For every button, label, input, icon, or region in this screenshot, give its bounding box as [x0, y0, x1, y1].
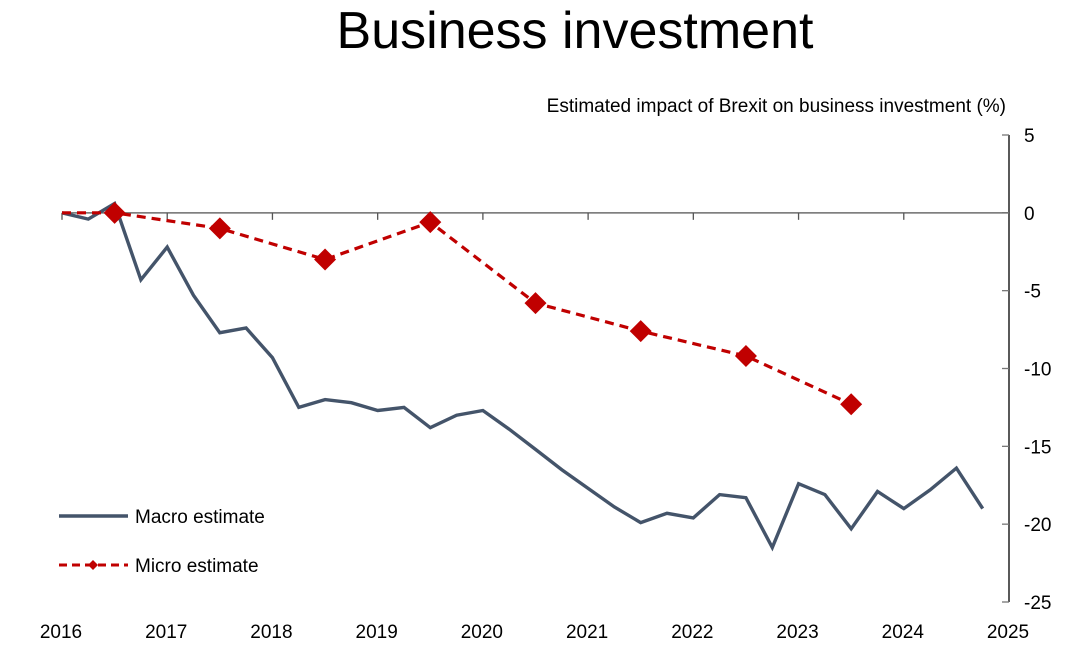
x-tick-label: 2018 [250, 622, 292, 643]
data-point-marker [840, 393, 863, 416]
x-tick-label: 2019 [356, 622, 398, 643]
series-line [61, 200, 985, 552]
y-tick-label: -20 [1024, 515, 1051, 536]
x-tick-label: 2021 [566, 622, 608, 643]
x-tick-label: 2023 [776, 622, 818, 643]
y-tick-label: 0 [1024, 204, 1035, 225]
data-point-marker [103, 201, 126, 224]
y-tick-label: -25 [1024, 593, 1051, 614]
data-point-marker [314, 248, 337, 271]
y-tick-label: -5 [1024, 282, 1041, 303]
legend-swatch-marker [88, 560, 98, 570]
series-line [62, 211, 852, 406]
legend-item[interactable]: Micro estimate [59, 556, 259, 577]
chart-title: Business investment [336, 2, 814, 60]
legend: Macro estimate Micro estimate [59, 507, 265, 577]
data-point-marker [629, 320, 652, 343]
x-tick-label: 2025 [987, 622, 1029, 643]
axes: 5 0 -5 -10 -15 -20 -25 2016 2017 2018 2019 2020 2021… [40, 126, 1052, 643]
y-tick-label: -10 [1024, 360, 1051, 381]
legend-item[interactable]: Macro estimate [59, 507, 265, 528]
x-tick-label: 2022 [671, 622, 713, 643]
x-tick-label: 2024 [882, 622, 925, 643]
data-point-marker [419, 211, 442, 234]
series-micro-estimate [62, 201, 863, 416]
y-tick-label: -15 [1024, 437, 1051, 458]
y-tick-label: 5 [1024, 126, 1035, 147]
x-tick-label: 2017 [145, 622, 187, 643]
data-point-marker [524, 292, 547, 315]
x-tick-label: 2020 [461, 622, 503, 643]
y-axis-label: Estimated impact of Brexit on business i… [547, 96, 1006, 117]
data-point-marker [208, 217, 231, 240]
series-group [61, 200, 985, 552]
data-point-marker [734, 345, 757, 368]
legend-label: Macro estimate [135, 507, 265, 528]
x-tick-label: 2016 [40, 622, 82, 643]
series-macro-estimate [61, 200, 985, 552]
legend-label: Micro estimate [135, 556, 259, 577]
